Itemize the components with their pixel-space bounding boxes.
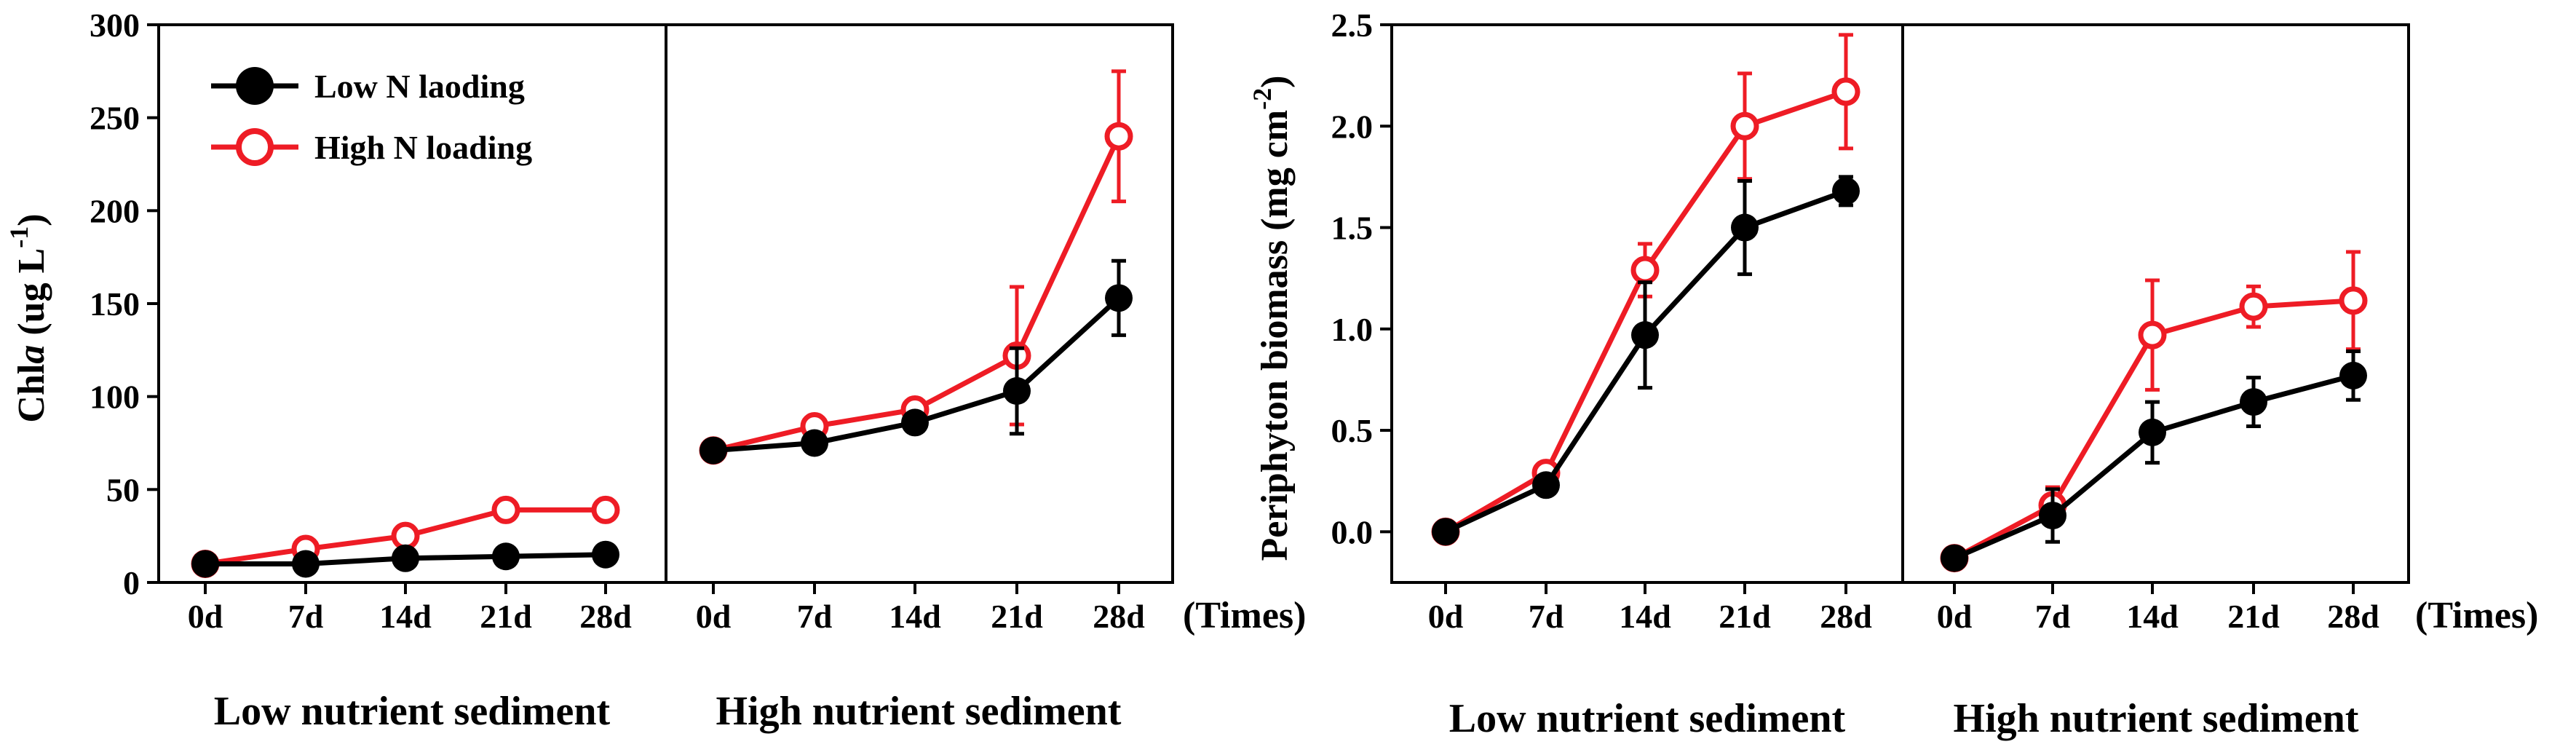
data-point [1532, 471, 1560, 499]
y-tick-label: 0.5 [1331, 412, 1374, 449]
data-point [1104, 122, 1133, 151]
panel-1: 0d 7d 14d 21d 28d Low nutrient sediment [1428, 33, 1872, 741]
data-point [591, 495, 620, 524]
y-tick-label: 200 [90, 192, 140, 229]
chart-2: 0.0 0.5 1.0 1.5 2.0 2.5 Periphyton biomass (mg… [1248, 7, 2538, 741]
legend-label: Low N laoding [314, 68, 525, 105]
y-tick-label: 2.0 [1331, 108, 1374, 145]
y-tick-label: 0.0 [1331, 513, 1374, 550]
x-tick-label: 0d [696, 598, 732, 635]
data-point [1105, 284, 1133, 312]
x-tick-label: 28d [579, 598, 632, 635]
x-tick-label: 7d [2035, 598, 2071, 635]
chart-1: 0 50 100 150 200 250 300 Chla (ug L-1) (Times) 0d… [4, 7, 1306, 734]
legend-item: Low N laoding [211, 67, 525, 105]
data-point [191, 550, 219, 578]
data-point [1941, 544, 1968, 572]
series-high-n [699, 69, 1133, 465]
data-point [1730, 111, 1759, 141]
x-tick-label: 0d [1428, 598, 1464, 635]
x-tick-label: 21d [2227, 598, 2280, 635]
y-tick-label: 1.0 [1331, 311, 1374, 348]
y-tick-label: 150 [90, 285, 140, 323]
panel-2: 0d 7d 14d 21d 28d High nutrient sediment [1937, 250, 2379, 741]
x-tick-label: 14d [889, 598, 941, 635]
panel-1: 0d 7d 14d 21d 28d Low nutrient sediment [188, 495, 632, 734]
data-point [2139, 418, 2166, 446]
y-tick-label: 1.5 [1331, 210, 1374, 247]
data-point [901, 408, 929, 437]
group-label: Low nutrient sediment [1449, 696, 1846, 741]
data-point [1432, 518, 1459, 546]
plot-frame [1390, 23, 2410, 584]
y-axis-label: Periphyton biomass (mg cm-2) [1248, 76, 1296, 561]
x-tick-label: 0d [188, 598, 223, 635]
data-point [2339, 286, 2368, 315]
y-axis-label: Chla (ug L-1) [4, 213, 52, 422]
legend-marker [236, 128, 274, 166]
data-point [391, 521, 420, 550]
x-unit-label: (Times) [2415, 595, 2538, 636]
y-tick-label: 300 [90, 7, 140, 44]
y-tick-label: 2.5 [1331, 7, 1374, 44]
data-point [1832, 177, 1860, 205]
data-point [2138, 320, 2167, 349]
series-low-n [1432, 175, 1860, 546]
group-label: High nutrient sediment [1954, 696, 2359, 741]
data-point [2239, 292, 2268, 321]
y-tick-label: 50 [106, 471, 140, 508]
x-tick-label: 7d [797, 598, 833, 635]
data-point [592, 540, 619, 569]
y-tick-label: 100 [90, 379, 140, 416]
data-point [700, 436, 727, 465]
x-tick-label: 14d [1619, 598, 1671, 635]
y-tick-label: 0 [123, 564, 140, 601]
group-label: High nutrient sediment [716, 689, 1122, 734]
data-point [292, 550, 320, 578]
series-low-n [700, 258, 1133, 465]
data-point [492, 542, 520, 571]
x-tick-label: 28d [1820, 598, 1872, 635]
y-tick-label: 250 [90, 100, 140, 137]
legend-label: High N loading [314, 129, 532, 166]
data-point [1831, 77, 1860, 106]
data-point [392, 544, 419, 572]
x-unit-label: (Times) [1183, 595, 1306, 636]
x-tick-label: 21d [991, 598, 1043, 635]
legend-marker [236, 67, 274, 105]
data-point [2339, 361, 2367, 390]
x-tick-label: 7d [1529, 598, 1564, 635]
legend-item: High N loading [211, 128, 532, 166]
data-point [801, 429, 828, 457]
data-point [2240, 388, 2267, 416]
x-tick-label: 14d [2126, 598, 2179, 635]
data-point [1631, 321, 1659, 349]
panel-2: 0d 7d 14d 21d 28d High nutrient sediment [696, 69, 1145, 734]
data-point [491, 495, 520, 524]
x-tick-label: 21d [480, 598, 532, 635]
group-label: Low nutrient sediment [214, 689, 611, 734]
x-tick-label: 28d [2327, 598, 2379, 635]
x-tick-label: 28d [1093, 598, 1145, 635]
x-tick-label: 0d [1937, 598, 1973, 635]
data-point [1630, 256, 1660, 285]
series-low-n [191, 540, 619, 578]
data-point [1731, 213, 1759, 242]
x-tick-label: 14d [379, 598, 432, 635]
legend: Low N laoding High N loading [211, 67, 532, 166]
data-point [1003, 377, 1031, 406]
data-point [2039, 502, 2066, 530]
series-low-n [1941, 349, 2367, 572]
x-tick-label: 7d [288, 598, 324, 635]
x-tick-label: 21d [1719, 598, 1771, 635]
